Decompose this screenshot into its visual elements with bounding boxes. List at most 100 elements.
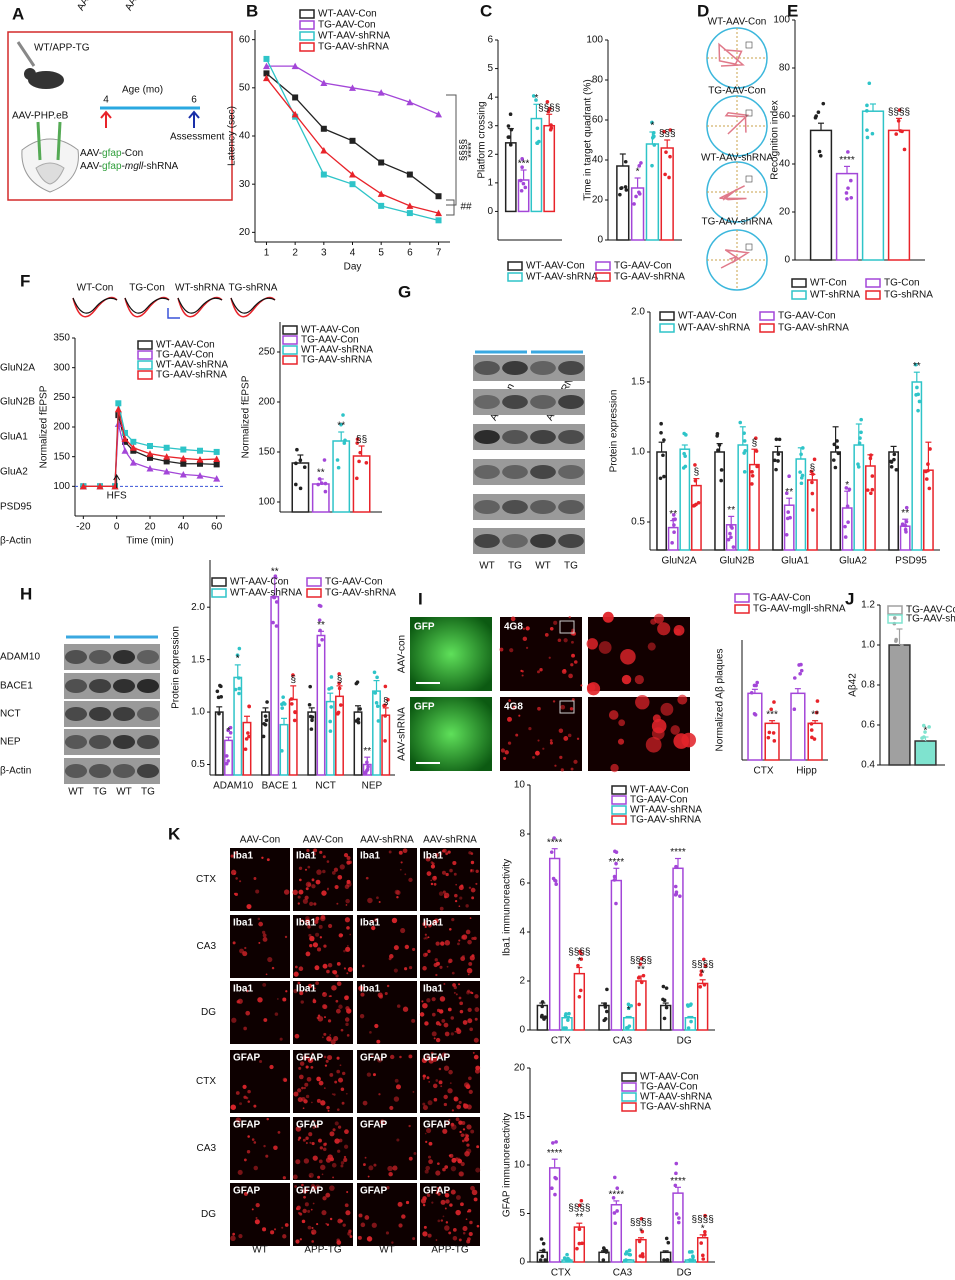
x-tick-label: GluN2A [661,556,696,567]
band [88,707,112,721]
band [112,707,136,721]
hfs-arrow [113,474,121,488]
data-point [673,517,677,521]
panel-letter: G [398,282,411,301]
plaque [602,611,614,623]
cell [262,982,267,987]
point [196,456,204,463]
cell [307,1209,311,1213]
data-point [637,1239,642,1244]
data-point [856,462,860,466]
cell [470,852,474,855]
band [136,650,160,664]
data-point [382,703,386,708]
cell [279,1037,283,1041]
plaque [548,656,551,659]
data-point [927,725,931,729]
data-point [858,436,862,440]
point [378,159,385,166]
point [320,171,327,178]
data-point [742,470,747,474]
data-point [844,486,849,490]
data-point [262,721,266,726]
cell [399,868,402,871]
data-point [776,459,780,463]
point [197,447,203,454]
data-point [293,710,297,714]
data-point [634,194,638,199]
cell [439,906,444,911]
cell [301,1183,304,1187]
legend-swatch [759,311,775,321]
point [435,217,442,224]
data-point [294,461,298,466]
data-point [810,480,814,485]
cell [422,922,427,927]
cell [425,1054,430,1059]
cell [422,1002,428,1009]
cell [333,1036,339,1042]
data-point [576,963,580,968]
cell [435,1079,439,1082]
cell [298,866,303,870]
legend-swatch [734,593,750,603]
plaque [554,764,557,767]
plaque [515,733,519,737]
data-point [810,508,815,512]
cell [345,995,349,999]
cell [446,1121,450,1126]
data-point [541,1241,546,1246]
legend-label: TG-AAV-shRNA [156,370,227,381]
annotation: ** [575,1212,583,1223]
data-point [814,710,819,715]
cell [369,1031,372,1034]
y-tick-label: 0.8 [861,680,875,691]
band [136,764,160,778]
legend-label: TG-AAV-Con [325,577,383,588]
cell [305,916,310,921]
data-point [280,706,285,710]
data-point [811,472,815,476]
data-point [699,1241,703,1245]
data-point [715,431,720,436]
cell [304,868,308,871]
x-axis-label: Time (min) [126,536,173,547]
cell [305,1142,308,1145]
data-point [726,537,731,542]
cell [396,895,399,899]
legend-label: TG-AAV-Con [906,605,955,616]
legend-swatch [865,278,881,288]
cell [333,1093,336,1096]
region-label: CA3 [197,941,217,952]
bar [233,676,243,776]
point [146,465,154,472]
cell [387,1165,393,1172]
cell [299,1212,303,1216]
panel-letter: J [845,589,854,608]
legend-label: TG-AAV-Con [630,795,688,806]
track-label: TG-AAV-shRNA [702,217,773,228]
cell [455,1209,461,1216]
cell [448,927,452,931]
cell [460,1133,465,1138]
point [349,181,356,188]
plaque [620,648,636,665]
y-tick-label: 4 [487,92,493,103]
cell [346,856,351,860]
data-point [729,524,733,529]
cell [453,985,457,990]
cell [362,1100,368,1106]
cell [473,1054,479,1060]
data-point [638,1254,643,1258]
plaque [670,725,681,735]
cell [457,942,460,946]
data-point [612,1211,617,1215]
data-point [772,700,776,704]
cell [334,884,339,890]
cell [309,944,313,948]
cell [293,1091,299,1097]
data-point [237,676,241,680]
bar [381,714,391,776]
point [263,55,270,62]
cell [453,991,456,994]
